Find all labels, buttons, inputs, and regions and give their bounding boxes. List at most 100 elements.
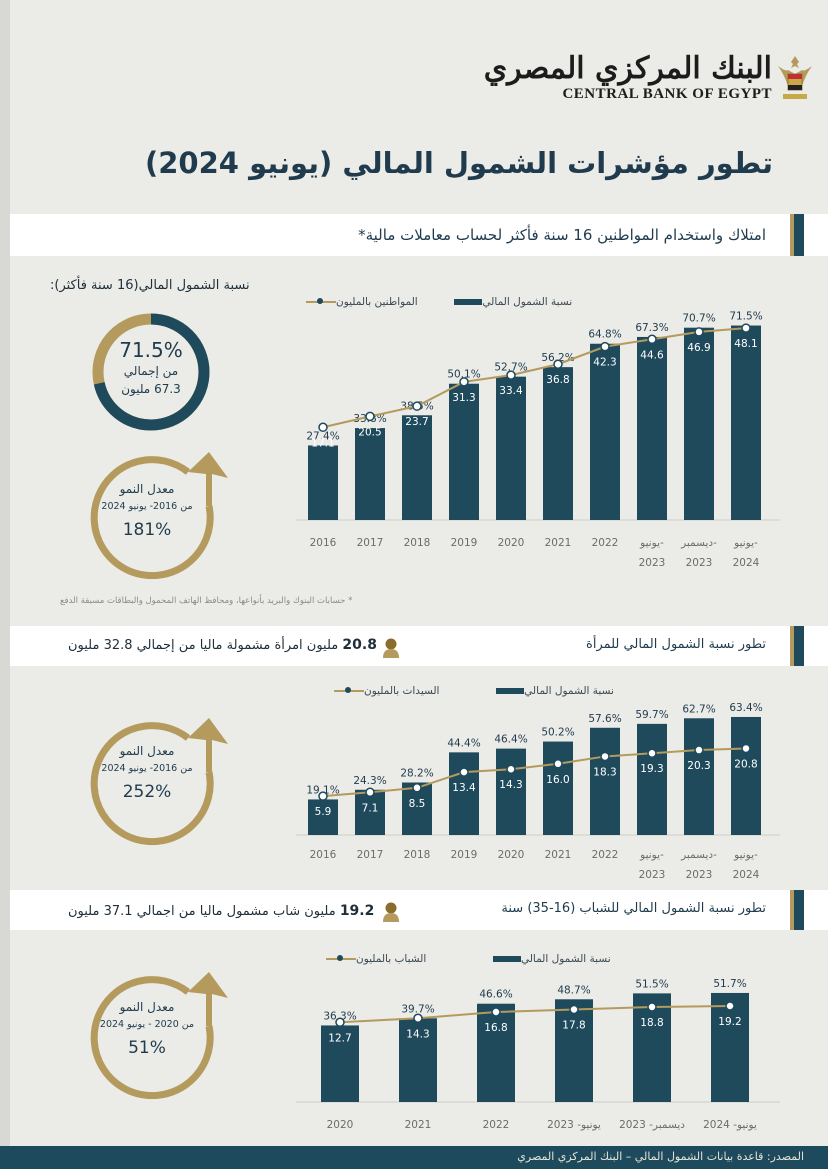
line-label: 20.3 xyxy=(687,760,710,772)
bar xyxy=(543,367,573,520)
line-label: 14.3 xyxy=(406,1028,429,1040)
x-tick-label: 2023 xyxy=(686,557,713,569)
section1-title: امتلاك واستخدام المواطنين 16 سنة فأكثر ل… xyxy=(358,226,766,244)
line-label: 8.5 xyxy=(409,798,426,810)
line-point xyxy=(741,743,751,754)
bar-label: 51.7% xyxy=(713,978,746,990)
line-point xyxy=(335,1017,345,1027)
women-headline-text: مليون امرأة مشمولة ماليا من إجمالي 32.8 … xyxy=(68,638,339,653)
bar-label: 63.4% xyxy=(729,702,762,714)
line-label: 48.1 xyxy=(734,338,757,350)
legend-line-label-2: السيدات بالمليون xyxy=(364,685,440,697)
bank-name-en: CENTRAL BANK OF EGYPT xyxy=(562,86,772,102)
line-label: 17.8 xyxy=(562,1020,585,1032)
section2-band: تطور نسبة الشمول المالي للمرأة 20.8 مليو… xyxy=(10,626,828,666)
legend-bar-swatch-2 xyxy=(496,688,525,694)
bar-label: 46.4% xyxy=(494,734,527,746)
line-point xyxy=(459,377,469,387)
bar xyxy=(731,716,761,835)
source-bar xyxy=(0,1146,828,1169)
growth-arrow-icon xyxy=(90,718,228,846)
section3-title: تطور نسبة الشمول المالي للشباب (16-35) س… xyxy=(501,901,766,916)
series-line xyxy=(322,747,747,798)
x-tick-label: 2016 xyxy=(310,849,337,861)
line-label: 44.6 xyxy=(640,349,664,361)
woman-icon xyxy=(383,638,399,658)
line-label: 14.3 xyxy=(499,779,522,791)
x-tick-label: 2019 xyxy=(451,537,478,549)
bar xyxy=(308,445,338,520)
line-point xyxy=(600,341,610,352)
bar-label: 19.1% xyxy=(306,784,339,796)
line-point xyxy=(647,334,657,345)
line-label: 23.7 xyxy=(405,416,428,428)
legend-line-label-3: الشباب بالمليون xyxy=(356,953,427,965)
x-tick-label: 2024 xyxy=(733,869,760,881)
x-tick-label: 2020 xyxy=(498,537,525,549)
bar-label: 50.1% xyxy=(447,369,480,381)
bar xyxy=(449,752,479,835)
line-point xyxy=(412,783,422,793)
line-label: 17.1 xyxy=(311,437,334,449)
line-point xyxy=(459,767,469,777)
x-tick-label: 2022 xyxy=(592,537,619,549)
line-point xyxy=(553,359,563,369)
footnote: * حسابات البنوك والبريد بأنواعها، ومحافظ… xyxy=(60,596,353,606)
line-label: 18.3 xyxy=(593,766,616,778)
growth-label-2: معدل النمو xyxy=(119,744,175,758)
line-point xyxy=(412,401,422,411)
page-title: تطور مؤشرات الشمول المالي (يونيو 2024) xyxy=(144,146,773,180)
x-tick-label: 2023 xyxy=(639,557,666,569)
bank-logo: البنك المركزي المصري CENTRAL BANK OF EGY… xyxy=(484,52,772,103)
line-point xyxy=(491,1007,501,1017)
chart3-legend: نسبة الشمول المالي الشباب بالمليون xyxy=(322,953,611,965)
bar-label: 36.3% xyxy=(323,1010,356,1022)
bar xyxy=(355,428,385,520)
section3-headline: 19.2 مليون شاب مشمول ماليا من اجمالي 37.… xyxy=(68,903,374,919)
line-point xyxy=(569,1004,579,1015)
x-tick-label: يونيو- xyxy=(639,537,664,549)
legend-line-swatch-3 xyxy=(326,955,356,961)
line-label: 16.8 xyxy=(484,1022,507,1034)
x-tick-label: 2022 xyxy=(483,1119,510,1131)
line-point xyxy=(647,748,657,758)
line-point xyxy=(413,1013,423,1023)
section2-headline: 20.8 مليون امرأة مشمولة ماليا من إجمالي … xyxy=(68,637,377,653)
growth-value-1: 181% xyxy=(122,520,172,540)
line-label: 18.8 xyxy=(640,1017,663,1029)
legend-line-swatch-1 xyxy=(306,298,336,304)
series-line xyxy=(322,327,747,429)
legend-line-swatch-2 xyxy=(334,687,364,693)
line-point xyxy=(694,327,704,337)
bar xyxy=(355,789,385,835)
x-tick-label: 2016 xyxy=(310,537,337,549)
line-point xyxy=(725,1001,735,1011)
line-label: 33.4 xyxy=(499,385,523,397)
growth-period-1: من 2016- يونيو 2024 xyxy=(101,501,193,512)
bar-label: 67.3% xyxy=(635,322,668,334)
line-label: 31.3 xyxy=(452,392,475,404)
growth-period-3: من 2020 - يونيو 2024 xyxy=(99,1019,195,1030)
bar-label: 46.6% xyxy=(479,989,512,1001)
bar xyxy=(731,325,761,520)
donut-percent: 71.5% xyxy=(119,338,183,362)
line-point xyxy=(741,323,751,333)
donut-fill xyxy=(92,313,210,431)
growth-value-2: 252% xyxy=(122,782,172,802)
x-tick-label: 2017 xyxy=(357,849,384,861)
bar xyxy=(449,383,479,520)
x-tick-label: 2020 xyxy=(327,1119,354,1131)
line-label: 20.8 xyxy=(734,758,757,770)
line-point xyxy=(318,422,328,433)
donut-total: 67.3 مليون xyxy=(121,382,181,396)
x-tick-label: 2018 xyxy=(404,537,431,549)
bar-label: 62.7% xyxy=(682,703,715,715)
growth-arrow-icon xyxy=(90,972,228,1100)
section2-title: تطور نسبة الشمول المالي للمرأة xyxy=(586,637,766,652)
line-label: 19.3 xyxy=(640,763,663,775)
line-point xyxy=(694,745,704,755)
eagle-emblem-icon xyxy=(778,56,812,99)
legend-bar-label-2: نسبة الشمول المالي xyxy=(524,685,614,697)
legend-bar-label-1: نسبة الشمول المالي xyxy=(482,296,573,308)
line-label: 16.0 xyxy=(546,774,569,786)
